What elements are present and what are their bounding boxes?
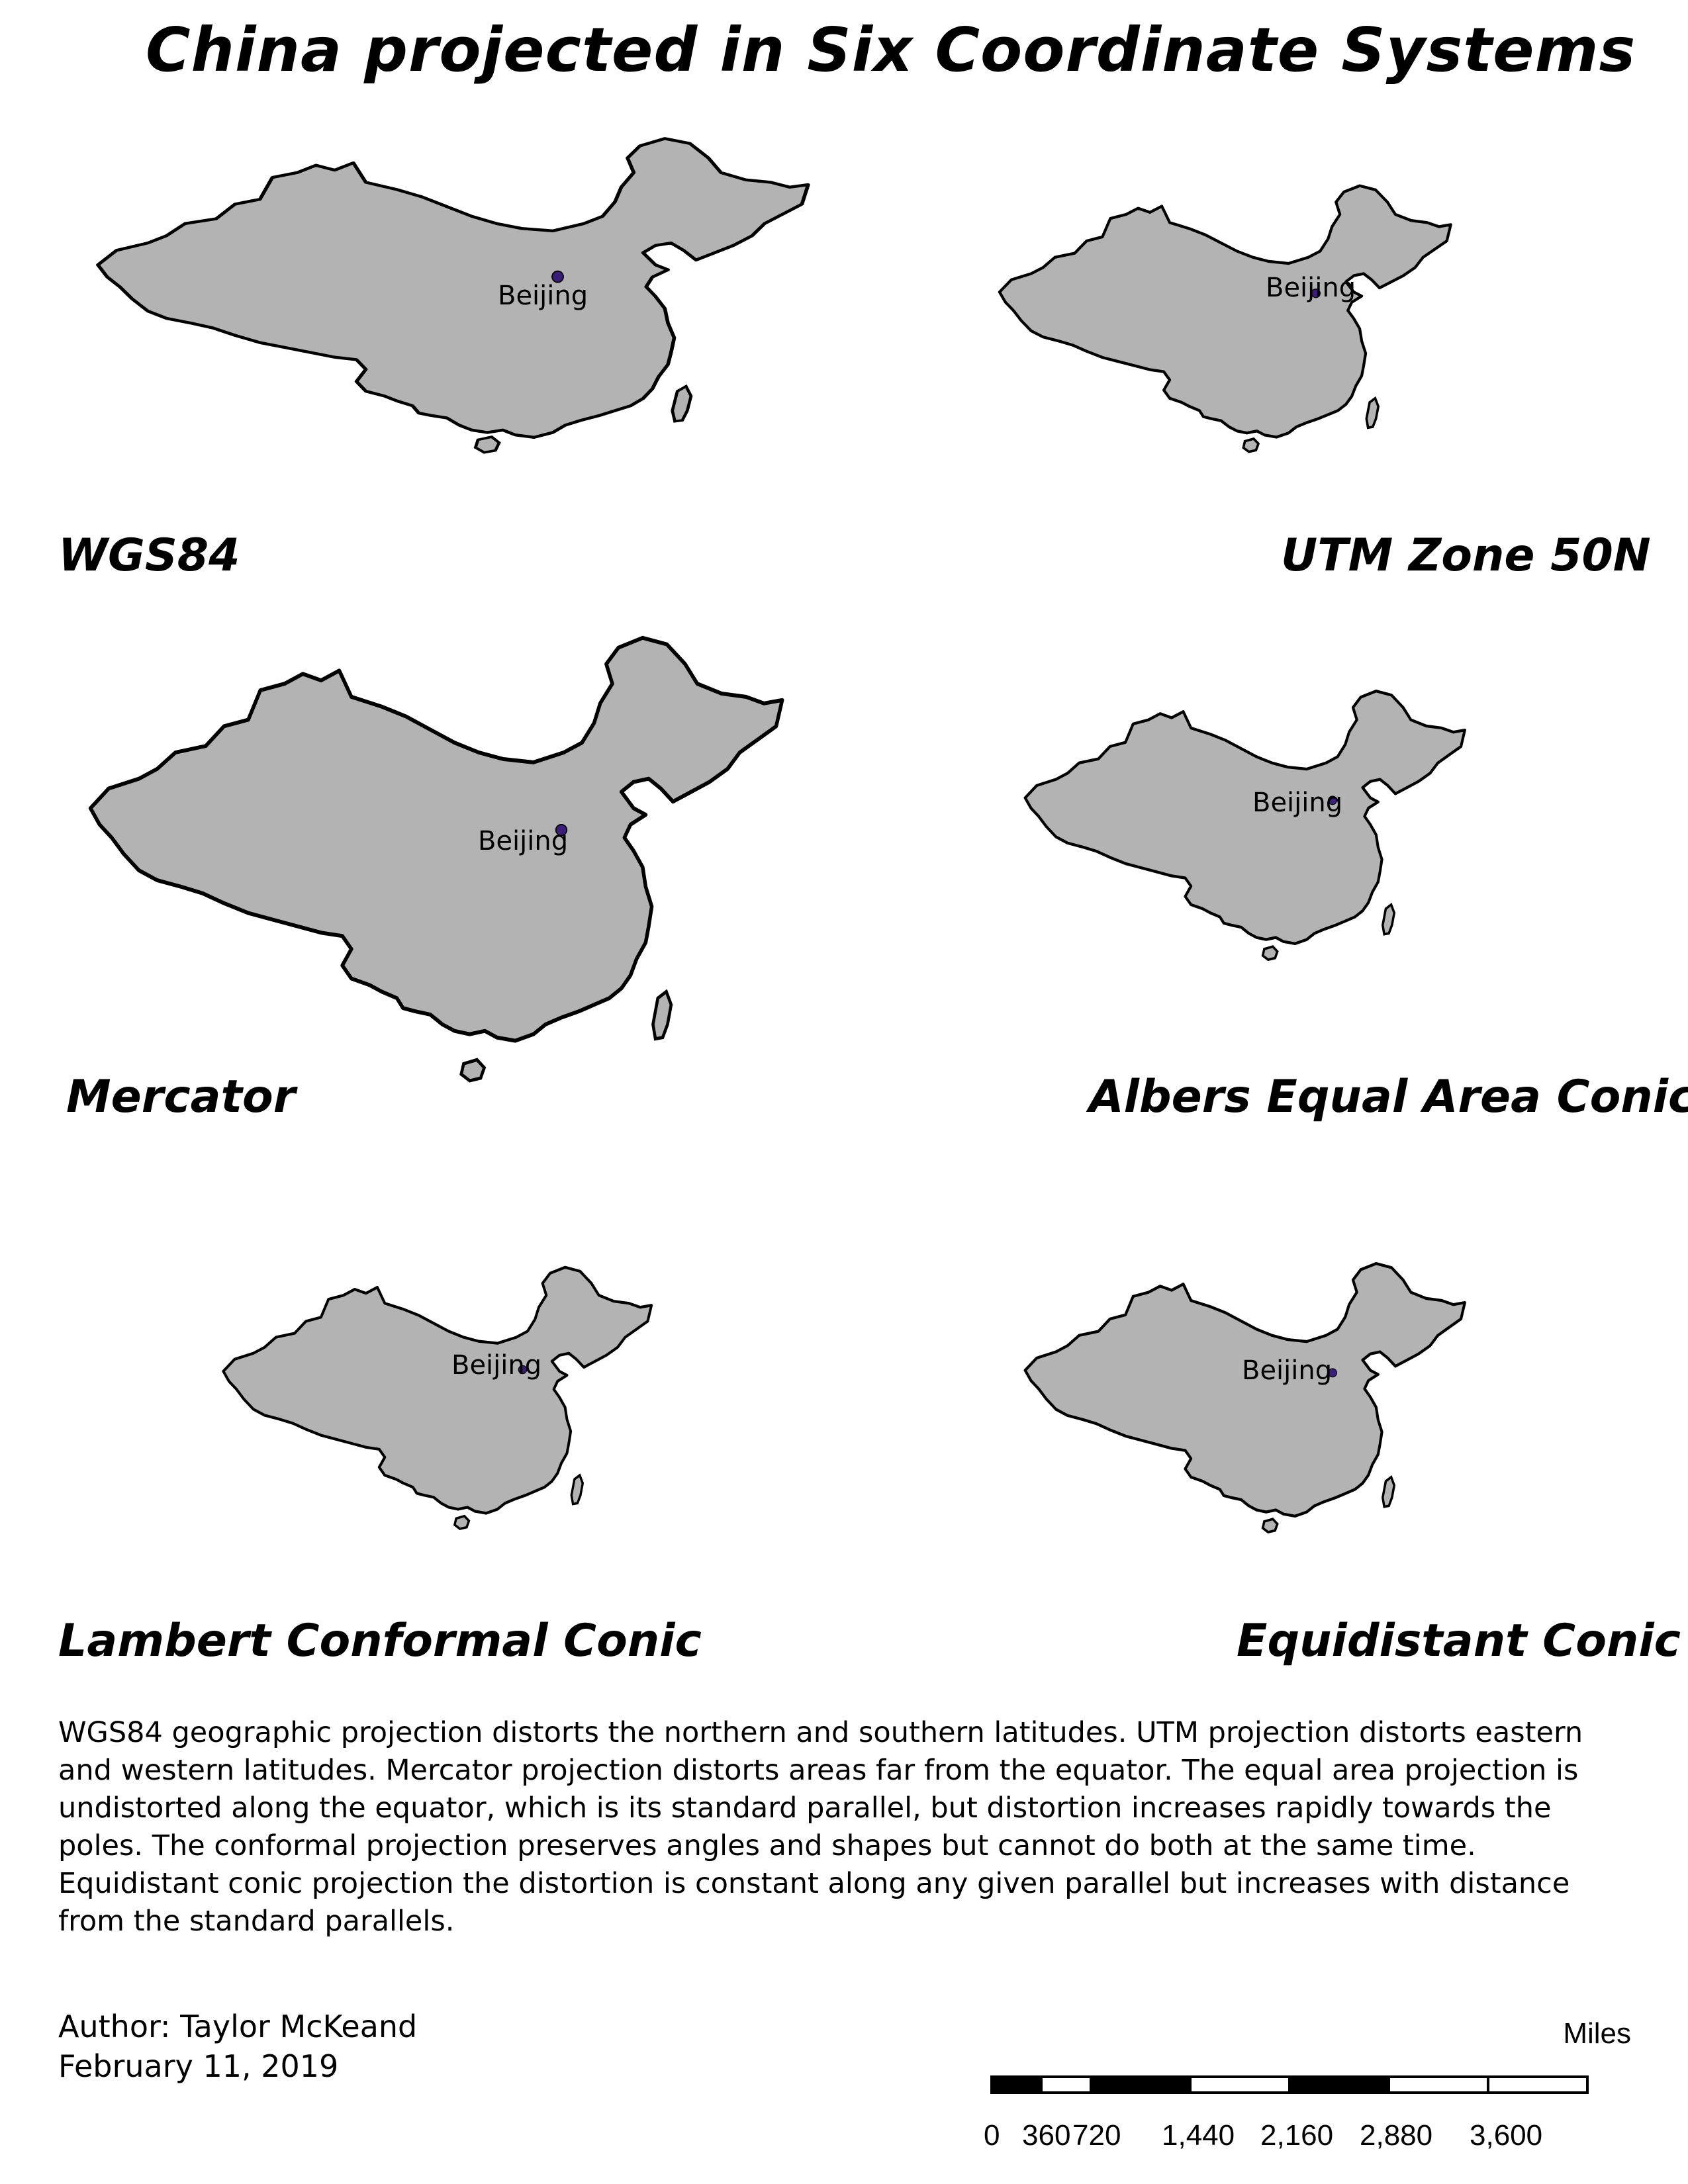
scale-bar-graphic	[990, 2075, 1589, 2094]
china-outline-utm	[966, 119, 1483, 453]
china-outline-wgs84	[73, 119, 821, 543]
scale-bar: Miles 0 360 720 1,440 2,160 2,880 3,600	[980, 2012, 1648, 2164]
beijing-marker	[1311, 289, 1321, 298]
beijing-marker	[1328, 1368, 1337, 1378]
description-text: WGS84 geographic projection distorts the…	[58, 1716, 1583, 1938]
china-outline-equidistant	[993, 1205, 1496, 1533]
city-label: Beijing	[1242, 1355, 1333, 1386]
author-block: Author: Taylor McKeand February 11, 2019	[58, 2007, 417, 2086]
scale-tick-label: 720	[1072, 2119, 1121, 2152]
beijing-marker	[1328, 796, 1337, 805]
scale-unit-label: Miles	[1563, 2017, 1631, 2050]
scale-tick-label: 0	[984, 2119, 1000, 2152]
city-label: Beijing	[478, 826, 569, 856]
projection-label: Mercator	[66, 1071, 296, 1123]
china-outline-albers	[993, 622, 1496, 961]
scale-tick-label: 3,600	[1470, 2119, 1543, 2152]
beijing-marker	[551, 270, 564, 283]
author-name: Author: Taylor McKeand	[58, 2009, 418, 2044]
china-outline-lambert	[192, 1218, 682, 1530]
projection-label: Equidistant Conic	[1237, 1615, 1681, 1667]
scale-tick-label: 360	[1022, 2119, 1071, 2152]
city-label: Beijing	[451, 1350, 542, 1381]
scale-tick-label: 2,160	[1260, 2119, 1334, 2152]
map-date: February 11, 2019	[58, 2048, 339, 2084]
projection-label: WGS84	[58, 529, 240, 582]
projection-label: Lambert Conformal Conic	[58, 1615, 702, 1667]
projection-label: UTM Zone 50N	[1281, 529, 1651, 582]
city-label: Beijing	[1252, 788, 1343, 818]
map-title: China projected in Six Coordinate System…	[146, 15, 1636, 85]
scale-tick-label: 2,880	[1360, 2119, 1433, 2152]
city-label: Beijing	[498, 281, 588, 311]
city-label: Beijing	[1266, 273, 1356, 303]
beijing-marker	[555, 824, 568, 837]
scale-tick-label: 1,440	[1162, 2119, 1235, 2152]
beijing-marker	[518, 1365, 528, 1375]
projection-label: Albers Equal Area Conic	[1089, 1071, 1688, 1123]
china-outline-mercator	[66, 596, 794, 1125]
